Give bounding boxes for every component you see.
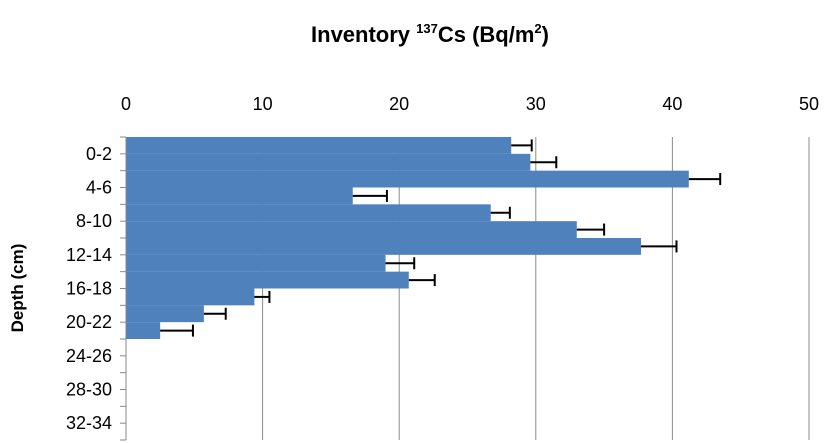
bar <box>126 170 689 188</box>
bar <box>126 137 512 154</box>
y-tick-label: 4-6 <box>86 178 112 198</box>
bar <box>126 238 641 255</box>
y-tick-label: 32-34 <box>66 413 112 433</box>
axes <box>120 136 127 441</box>
y-tick-label: 20-22 <box>66 312 112 332</box>
error-bars <box>160 139 722 337</box>
y-tick-label: 16-18 <box>66 279 112 299</box>
title-part: ) <box>542 22 549 47</box>
title-part: 137 <box>416 21 438 36</box>
y-tick-labels: 0-2 4-6 8-10 12-14 16-18 20-22 24-26 28-30 32-34 <box>66 144 112 433</box>
bar <box>126 271 409 289</box>
x-tick-labels: 0 10 20 30 40 50 <box>121 94 819 114</box>
x-tick-label: 0 <box>121 94 131 114</box>
chart-title: Inventory 137Cs (Bq/m2) <box>311 21 549 47</box>
x-tick-label: 50 <box>799 94 819 114</box>
x-tick-label: 40 <box>662 94 682 114</box>
x-tick-label: 10 <box>253 94 273 114</box>
bar <box>126 204 491 222</box>
bar <box>126 254 386 272</box>
bar <box>126 288 255 306</box>
bar <box>126 221 577 238</box>
y-tick-label: 24-26 <box>66 346 112 366</box>
y-axis-title: Depth (cm) <box>8 244 27 333</box>
bar <box>126 187 353 205</box>
bars <box>126 137 689 339</box>
y-tick-label: 12-14 <box>66 245 112 265</box>
bar <box>126 153 531 171</box>
title-part: 2 <box>534 21 541 36</box>
bar <box>126 305 204 323</box>
y-tick-label: 28-30 <box>66 380 112 400</box>
x-tick-label: 30 <box>526 94 546 114</box>
y-tick-label: 8-10 <box>76 211 112 231</box>
bar <box>126 322 161 339</box>
x-tick-label: 20 <box>389 94 409 114</box>
y-tick-label: 0-2 <box>86 144 112 164</box>
title-part: Inventory <box>311 22 416 47</box>
title-part: Cs (Bq/m <box>438 22 535 47</box>
